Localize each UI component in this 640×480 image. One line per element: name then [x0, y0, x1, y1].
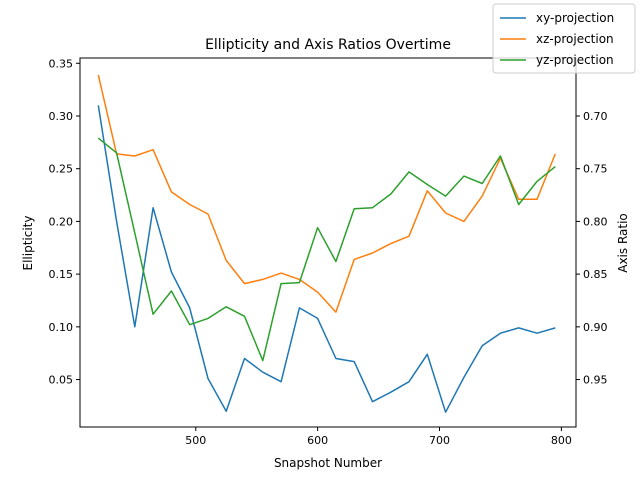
legend-label-xz-projection: xz-projection [536, 32, 614, 46]
y-tick-label: 0.30 [49, 110, 74, 123]
legend: xy-projection xz-projection yz-projection [492, 3, 636, 74]
y-tick-label: 0.20 [49, 215, 74, 228]
x-tick-label: 600 [307, 434, 328, 447]
plot-lines [97, 74, 556, 413]
y2-tick-label: 0.70 [583, 110, 608, 123]
y-axis-right-ticks: 0.70 0.75 0.80 0.85 0.90 0.95 [576, 110, 608, 387]
y2-tick-label: 0.75 [583, 163, 608, 176]
legend-box [492, 3, 636, 74]
y2-tick-label: 0.90 [583, 321, 608, 334]
x-tick-label: 500 [185, 434, 206, 447]
y-tick-label: 0.10 [49, 321, 74, 334]
x-tick-label: 800 [551, 434, 572, 447]
legend-label-yz-projection: yz-projection [536, 53, 614, 67]
y-tick-label: 0.35 [49, 57, 74, 70]
series-line-yz-projection [97, 137, 556, 362]
y2-tick-label: 0.95 [583, 374, 608, 387]
y-tick-label: 0.15 [49, 268, 74, 281]
axes-frame [79, 57, 577, 428]
y-tick-label: 0.05 [49, 374, 74, 387]
x-tick-label: 700 [429, 434, 450, 447]
y-tick-label: 0.25 [49, 163, 74, 176]
chart-title: Ellipticity and Axis Ratios Overtime [205, 37, 451, 53]
series-line-xy-projection [97, 105, 556, 413]
series-line-xz-projection [97, 74, 556, 313]
y-axis-right-label: Axis Ratio [616, 213, 630, 273]
x-axis-label: Snapshot Number [274, 456, 382, 470]
y-axis-left-label: Ellipticity [21, 216, 35, 271]
x-axis-ticks: 500 600 700 800 [185, 427, 572, 447]
y2-tick-label: 0.80 [583, 215, 608, 228]
legend-label-xy-projection: xy-projection [536, 11, 614, 25]
y2-tick-label: 0.85 [583, 268, 608, 281]
y-axis-left-ticks: 0.05 0.10 0.15 0.20 0.25 0.30 0.35 [49, 57, 80, 387]
